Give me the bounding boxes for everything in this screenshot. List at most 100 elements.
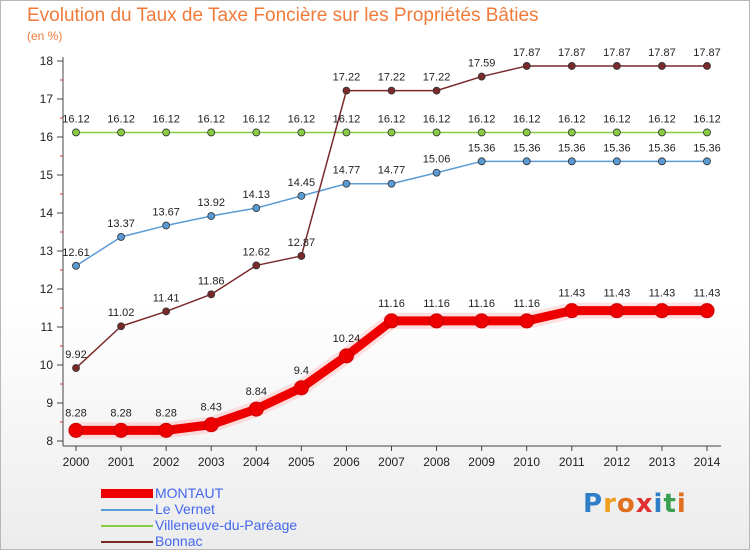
data-point [158, 422, 174, 438]
data-label: 8.84 [246, 386, 267, 398]
data-point [432, 168, 441, 177]
data-label: 11.41 [153, 292, 180, 304]
data-label: 8.28 [155, 407, 176, 419]
data-point [432, 86, 441, 95]
data-point [252, 261, 261, 270]
x-tick-label: 2005 [288, 455, 315, 469]
data-label: 13.37 [107, 218, 135, 230]
data-label: 17.59 [468, 58, 496, 70]
x-tick-label: 2003 [198, 455, 225, 469]
y-tick-label: 9 [46, 396, 53, 410]
data-point [522, 62, 531, 70]
legend-label: Bonnac [155, 533, 203, 549]
data-label: 8.28 [65, 407, 86, 419]
data-point [387, 86, 396, 95]
y-tick-label: 10 [40, 358, 54, 372]
chart-title: Evolution du Taux de Taxe Foncière sur l… [27, 5, 539, 26]
y-tick-label: 14 [40, 206, 54, 220]
data-label: 11.16 [378, 298, 405, 310]
x-tick-label: 2001 [108, 455, 135, 469]
data-point [384, 313, 399, 329]
data-label: 11.16 [423, 298, 450, 310]
logo-letter: i [653, 489, 664, 519]
data-label: 9.92 [65, 349, 86, 361]
data-point [162, 221, 171, 230]
y-tick-label: 8 [46, 434, 53, 448]
data-point [564, 303, 580, 319]
x-tick-label: 2000 [63, 455, 90, 469]
data-point [297, 191, 306, 200]
x-tick-label: 2011 [559, 455, 585, 469]
data-point [297, 252, 306, 260]
data-point [519, 313, 535, 329]
x-tick-label: 2004 [243, 455, 270, 469]
y-tick-label: 11 [41, 320, 54, 334]
data-point [117, 128, 125, 137]
data-point [703, 128, 711, 137]
data-point [612, 157, 621, 166]
data-point [113, 422, 129, 438]
data-label: 16.12 [468, 113, 496, 125]
data-point [342, 128, 351, 137]
data-label: 17.87 [693, 47, 721, 59]
legend-label: MONTAUT [155, 485, 224, 501]
unit-label: (en %) [27, 29, 63, 43]
data-label: 17.87 [558, 47, 586, 59]
data-labels-layer: 16.12 16.12 16.12 16.12 16.12 16.12 16.12 16.12… [62, 47, 721, 419]
data-point [477, 128, 486, 137]
data-label: 16.12 [333, 113, 361, 125]
data-point [609, 303, 625, 319]
data-point [567, 62, 576, 70]
data-point [342, 179, 351, 188]
data-point [567, 128, 576, 137]
data-label: 16.12 [152, 113, 180, 125]
x-tick-label: 2007 [378, 455, 405, 469]
data-label: 16.12 [288, 113, 316, 125]
data-label: 15.36 [558, 142, 586, 154]
data-point [252, 128, 261, 137]
data-point [699, 303, 715, 319]
data-label: 16.12 [378, 113, 406, 125]
logo-letter: r [603, 489, 617, 519]
logo-letter: P [583, 489, 604, 519]
data-point [207, 290, 216, 299]
data-label: 17.87 [513, 47, 541, 59]
data-label: 15.36 [513, 142, 541, 154]
data-point [117, 233, 125, 241]
data-point [567, 157, 576, 166]
y-tick-label: 16 [40, 130, 54, 144]
data-point [297, 128, 306, 137]
data-point [72, 261, 80, 270]
legend-swatch [101, 541, 153, 543]
logo-letter: i [676, 489, 687, 519]
data-label: 17.22 [423, 72, 451, 84]
y-tick-label: 13 [40, 244, 54, 258]
data-label: 15.36 [603, 142, 631, 154]
data-label: 11.02 [108, 307, 135, 319]
data-point [387, 179, 396, 188]
axes: 8 9 10 11 12 13 14 15 16 17 18 2000 2001 2002 2003 2004… [40, 54, 721, 469]
data-label: 11.43 [649, 288, 676, 300]
data-label: 14.45 [288, 177, 316, 189]
legend-label: Villeneuve-du-Paréage [155, 517, 298, 533]
data-point [72, 364, 80, 372]
y-tick-label: 12 [40, 282, 54, 296]
data-label: 13.92 [197, 197, 225, 209]
data-point [658, 62, 666, 70]
data-label: 17.22 [333, 72, 361, 84]
data-point [429, 313, 445, 329]
data-point [432, 128, 441, 137]
data-point [703, 62, 711, 70]
data-point [207, 128, 216, 137]
data-point [117, 322, 125, 331]
data-label: 16.12 [243, 113, 271, 125]
y-tick-label: 17 [40, 92, 54, 106]
y-tick-label: 15 [40, 168, 54, 182]
data-label: 16.12 [558, 113, 586, 125]
logo-letter: o [616, 489, 636, 519]
data-point [654, 303, 670, 319]
data-point [612, 62, 621, 70]
legend-label: Le Vernet [155, 501, 215, 517]
